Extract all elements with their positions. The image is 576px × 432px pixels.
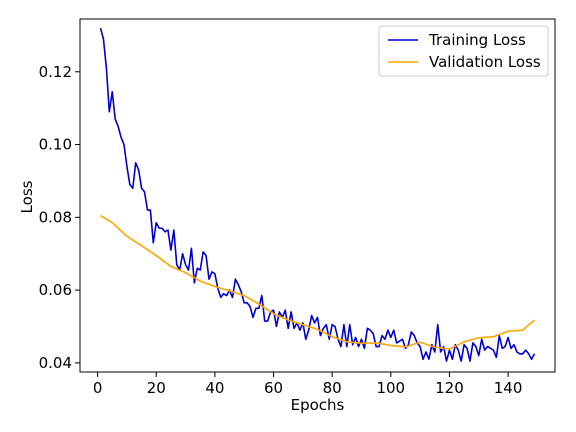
plot-frame xyxy=(79,18,556,373)
y-axis-label: Loss xyxy=(18,180,36,213)
x-axis-label: Epochs xyxy=(291,396,345,414)
y-tick-label: 0.12 xyxy=(39,63,72,81)
legend: Training Loss Validation Loss xyxy=(378,25,549,77)
series-line-training-loss xyxy=(99,27,536,362)
x-tick-label: 100 xyxy=(376,379,405,397)
x-tick-label: 140 xyxy=(494,379,523,397)
y-tick-label: 0.06 xyxy=(39,281,72,299)
axis-ticks: 0 20 40 60 80 100 120 140 0.04 0.06 0.08 0.10 0.12 xyxy=(39,63,523,397)
x-tick-label: 0 xyxy=(93,379,103,397)
x-tick-label: 60 xyxy=(264,379,283,397)
x-tick-label: 120 xyxy=(435,379,464,397)
plot-lines xyxy=(99,27,536,362)
y-tick-label: 0.10 xyxy=(39,136,72,154)
series-line-validation-loss xyxy=(100,214,536,350)
y-tick-label: 0.04 xyxy=(39,354,72,372)
legend-label-validation: Validation Loss xyxy=(429,53,541,71)
legend-frame xyxy=(378,25,549,77)
legend-label-training: Training Loss xyxy=(428,31,526,49)
x-tick-label: 80 xyxy=(323,379,342,397)
x-tick-label: 40 xyxy=(205,379,224,397)
y-tick-label: 0.08 xyxy=(39,208,72,226)
x-tick-label: 20 xyxy=(147,379,166,397)
